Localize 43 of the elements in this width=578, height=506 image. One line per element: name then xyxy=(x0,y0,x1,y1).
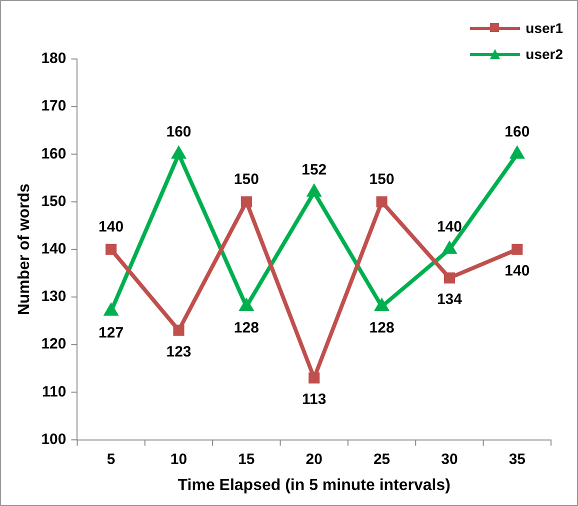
x-tick-label: 30 xyxy=(441,450,458,468)
x-tick-label: 25 xyxy=(373,450,390,468)
point xyxy=(172,147,186,159)
legend-label: user2 xyxy=(526,46,563,62)
data-label: 128 xyxy=(234,320,259,337)
y-tick-label: 110 xyxy=(42,383,66,400)
point xyxy=(106,244,117,255)
point xyxy=(512,244,523,255)
data-label: 160 xyxy=(166,123,192,140)
data-label: 140 xyxy=(98,218,124,236)
data-label: 140 xyxy=(436,218,462,236)
data-label: 140 xyxy=(504,262,530,280)
point xyxy=(173,324,184,336)
data-label: 128 xyxy=(369,320,394,337)
point xyxy=(240,196,252,208)
x-tick-label: 35 xyxy=(508,450,526,468)
y-tick-label: 170 xyxy=(41,98,66,115)
data-label: 150 xyxy=(369,170,394,188)
data-label: 134 xyxy=(436,291,463,308)
data-label: 152 xyxy=(302,161,327,178)
data-label: 127 xyxy=(98,324,124,342)
y-tick-label: 120 xyxy=(41,336,66,353)
x-tick-label: 10 xyxy=(170,450,188,468)
y-tick-label: 130 xyxy=(41,288,66,306)
data-label: 150 xyxy=(234,170,259,188)
y-tick-label: 150 xyxy=(41,192,66,210)
x-tick-label: 5 xyxy=(106,450,116,468)
data-label: 123 xyxy=(166,343,192,360)
y-axis-title: Number of words xyxy=(16,184,34,316)
x-tick-label: 15 xyxy=(238,450,255,468)
x-tick-label: 20 xyxy=(306,450,322,468)
point xyxy=(444,272,456,284)
point xyxy=(308,372,320,384)
y-tick-label: 180 xyxy=(41,50,66,68)
data-label: 160 xyxy=(504,123,530,140)
y-tick-label: 100 xyxy=(41,430,66,448)
y-tick-label: 160 xyxy=(41,145,66,162)
x-axis-title: Time Elapsed (in 5 minute intervals) xyxy=(178,476,450,494)
y-tick-label: 140 xyxy=(41,240,66,258)
data-label: 113 xyxy=(302,391,326,408)
legend-label: user1 xyxy=(526,20,563,36)
point xyxy=(376,196,388,208)
point xyxy=(375,300,388,312)
